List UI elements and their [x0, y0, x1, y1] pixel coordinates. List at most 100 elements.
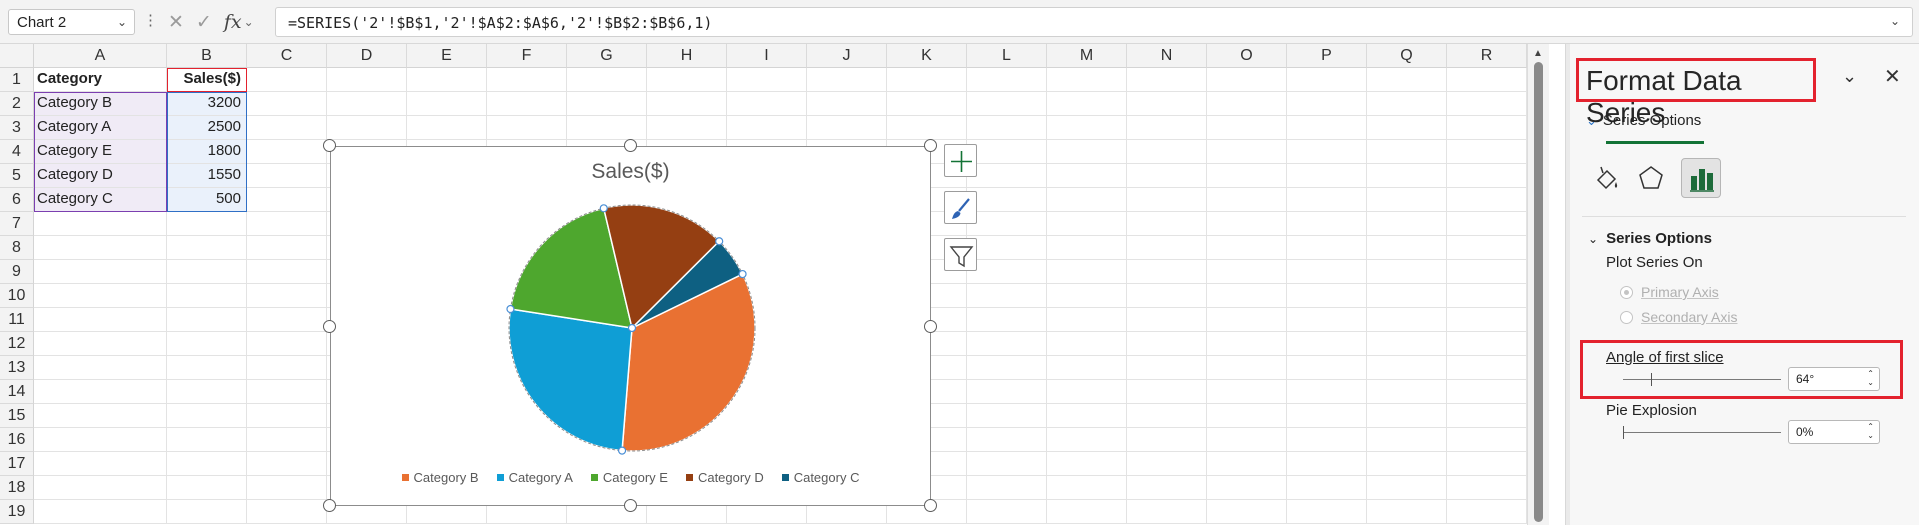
cell[interactable] — [1047, 356, 1127, 380]
row-header-4[interactable]: 4 — [0, 140, 34, 164]
cell[interactable] — [1047, 68, 1127, 92]
series-options-button[interactable] — [1681, 158, 1721, 198]
column-header-p[interactable]: P — [1287, 44, 1367, 68]
cell[interactable] — [1207, 332, 1287, 356]
column-header-b[interactable]: B — [167, 44, 247, 68]
cell[interactable] — [1447, 212, 1527, 236]
column-header-h[interactable]: H — [647, 44, 727, 68]
cell[interactable] — [167, 476, 247, 500]
cell[interactable] — [407, 92, 487, 116]
cell[interactable] — [34, 404, 167, 428]
selection-handle[interactable] — [617, 446, 627, 455]
chevron-down-icon[interactable]: ⌄ — [243, 15, 254, 29]
cell[interactable] — [167, 332, 247, 356]
cell[interactable] — [1287, 500, 1367, 524]
cell[interactable] — [1287, 476, 1367, 500]
cell[interactable] — [1447, 164, 1527, 188]
cell[interactable] — [1447, 260, 1527, 284]
resize-handle[interactable] — [924, 499, 937, 512]
cell[interactable] — [1047, 452, 1127, 476]
cell[interactable] — [1207, 500, 1287, 524]
cell[interactable] — [1287, 452, 1367, 476]
cell[interactable] — [167, 428, 247, 452]
explosion-spinner[interactable]: 0% ⌃ ⌄ — [1788, 420, 1880, 444]
row-header-13[interactable]: 13 — [0, 356, 34, 380]
cell[interactable]: 1800 — [167, 140, 247, 164]
row-header-11[interactable]: 11 — [0, 308, 34, 332]
cell[interactable] — [807, 500, 887, 524]
cell[interactable] — [167, 284, 247, 308]
cell[interactable] — [1447, 284, 1527, 308]
resize-handle[interactable] — [624, 139, 637, 152]
cell[interactable] — [1447, 476, 1527, 500]
cell[interactable] — [167, 452, 247, 476]
cell[interactable] — [967, 452, 1047, 476]
column-header-n[interactable]: N — [1127, 44, 1207, 68]
cell[interactable] — [1287, 404, 1367, 428]
cell[interactable] — [1367, 236, 1447, 260]
column-header-g[interactable]: G — [567, 44, 647, 68]
row-header-5[interactable]: 5 — [0, 164, 34, 188]
cell[interactable] — [1127, 140, 1207, 164]
cell[interactable] — [1127, 260, 1207, 284]
cell[interactable] — [247, 212, 327, 236]
tab-series-options[interactable]: ⌄ Series Options — [1586, 112, 1701, 129]
spin-up-icon[interactable]: ⌃ — [1867, 369, 1874, 378]
cell[interactable] — [1207, 140, 1287, 164]
row-header-17[interactable]: 17 — [0, 452, 34, 476]
cell[interactable] — [1207, 164, 1287, 188]
angle-spinner[interactable]: 64° ⌃ ⌄ — [1788, 367, 1880, 391]
cell[interactable] — [1287, 212, 1367, 236]
cell[interactable] — [1127, 188, 1207, 212]
cell[interactable] — [247, 92, 327, 116]
cell[interactable] — [1367, 188, 1447, 212]
cell[interactable] — [967, 404, 1047, 428]
scrollbar-thumb[interactable] — [1534, 62, 1543, 522]
cell[interactable] — [1207, 236, 1287, 260]
cell[interactable] — [1447, 380, 1527, 404]
column-header-a[interactable]: A — [34, 44, 167, 68]
cell[interactable] — [327, 68, 407, 92]
cell[interactable] — [247, 260, 327, 284]
cell[interactable] — [247, 380, 327, 404]
cell[interactable] — [1287, 140, 1367, 164]
cell[interactable] — [1047, 212, 1127, 236]
cell[interactable] — [967, 92, 1047, 116]
column-header-c[interactable]: C — [247, 44, 327, 68]
row-header-9[interactable]: 9 — [0, 260, 34, 284]
cell[interactable] — [327, 116, 407, 140]
selection-handle[interactable] — [506, 304, 515, 314]
cell[interactable] — [1127, 116, 1207, 140]
cell[interactable] — [1367, 260, 1447, 284]
cell[interactable] — [1127, 428, 1207, 452]
cell[interactable] — [1127, 332, 1207, 356]
chart-elements-button[interactable] — [944, 144, 977, 177]
column-header-e[interactable]: E — [407, 44, 487, 68]
cell[interactable] — [1127, 92, 1207, 116]
cell[interactable] — [1367, 116, 1447, 140]
cell[interactable] — [567, 68, 647, 92]
cell[interactable]: 1550 — [167, 164, 247, 188]
column-header-f[interactable]: F — [487, 44, 567, 68]
fill-line-button[interactable] — [1586, 158, 1626, 198]
cell[interactable]: Sales($) — [167, 68, 247, 92]
cell[interactable] — [967, 500, 1047, 524]
cell[interactable] — [1207, 92, 1287, 116]
cell[interactable] — [1447, 236, 1527, 260]
row-header-14[interactable]: 14 — [0, 380, 34, 404]
legend-entry[interactable]: Category C — [781, 470, 859, 485]
cell[interactable] — [887, 68, 967, 92]
scroll-up-icon[interactable]: ▲ — [1533, 48, 1543, 59]
cell[interactable] — [1447, 140, 1527, 164]
cell[interactable] — [1047, 188, 1127, 212]
cell[interactable] — [1287, 92, 1367, 116]
cell[interactable] — [167, 500, 247, 524]
cell[interactable] — [34, 260, 167, 284]
cell[interactable] — [807, 68, 887, 92]
cell[interactable] — [1367, 92, 1447, 116]
slider-thumb[interactable] — [1651, 373, 1652, 386]
cell[interactable] — [967, 332, 1047, 356]
cell[interactable] — [1207, 260, 1287, 284]
row-header-16[interactable]: 16 — [0, 428, 34, 452]
cancel-icon[interactable]: ✕ — [168, 11, 184, 33]
